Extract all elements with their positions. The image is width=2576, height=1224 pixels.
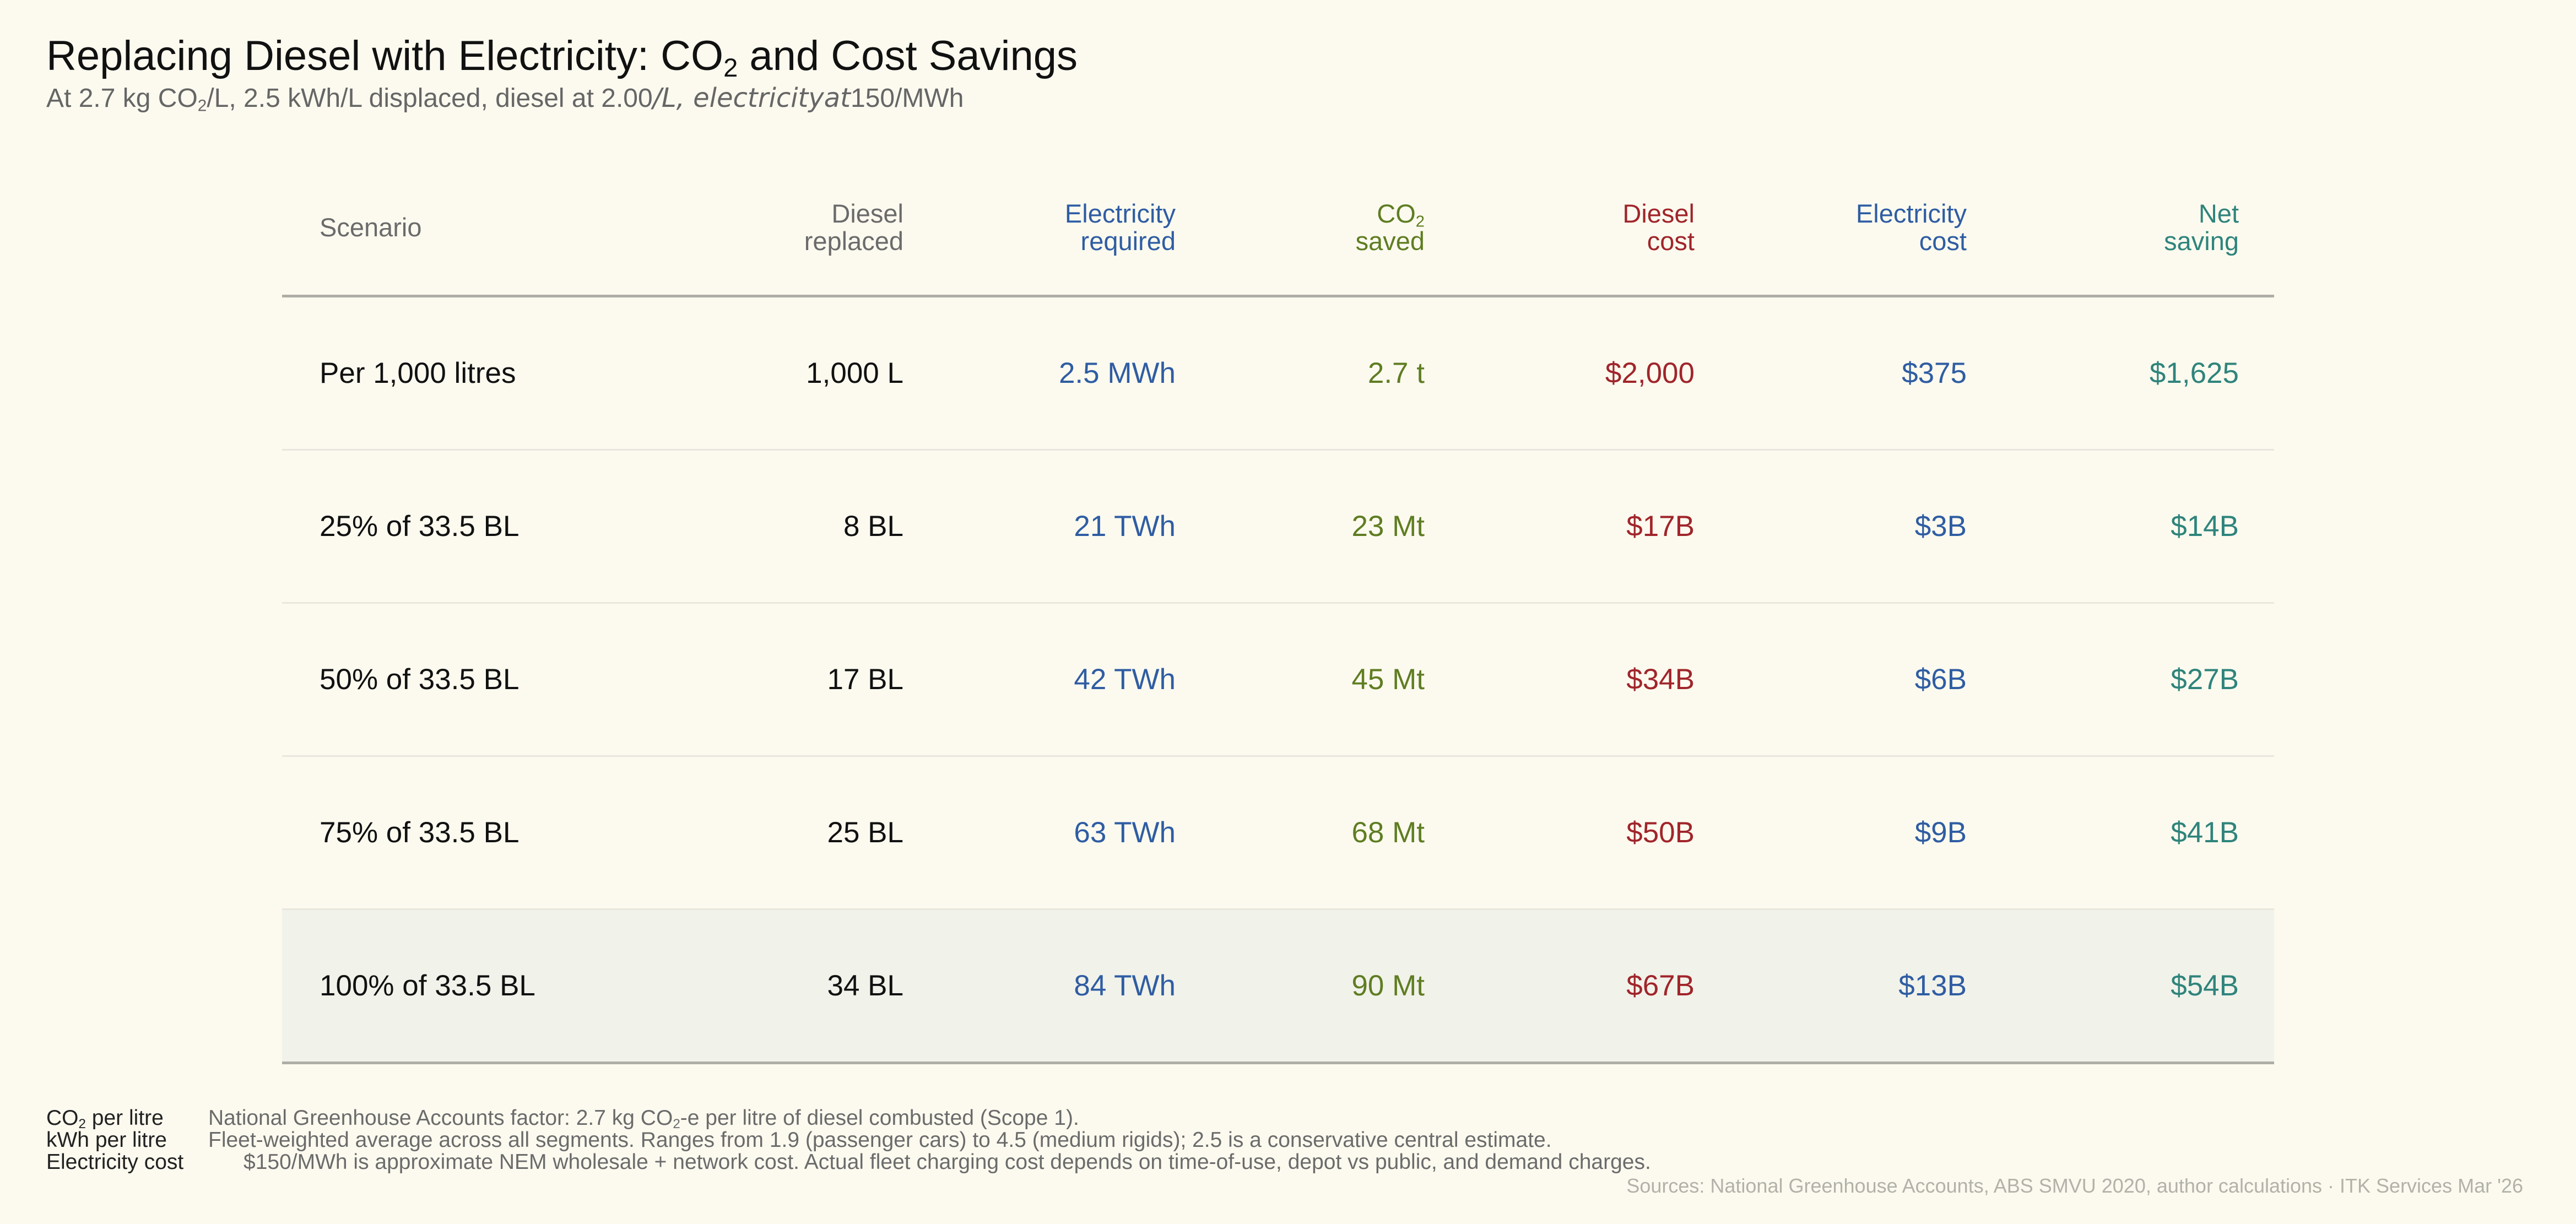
note-key: CO2 per litre [46, 1106, 164, 1132]
cell-scenario: Per 1,000 litres [320, 357, 516, 389]
note-value: $150/MWh is approximate NEM wholesale + … [243, 1150, 1651, 1174]
header-co2-saved: CO2 saved [1355, 198, 1425, 256]
cell-scenario: 50% of 33.5 BL [320, 663, 519, 696]
table-row: 75% of 33.5 BL 25 BL 63 TWh 68 Mt $50B $… [282, 757, 2274, 910]
page-title: Replacing Diesel with Electricity: CO2 a… [46, 33, 1078, 82]
cell-diesel-replaced: 8 BL [843, 510, 903, 543]
note-value: Fleet-weighted average across all segmen… [208, 1128, 1552, 1152]
header-diesel-replaced: Diesel replaced [804, 198, 903, 256]
header-diesel-cost: Diesel cost [1622, 198, 1695, 256]
cell-diesel-cost: $2,000 [1605, 357, 1695, 389]
cell-electricity-cost: $6B [1914, 663, 1967, 696]
footnotes: CO2 per litre National Greenhouse Accoun… [46, 1107, 1651, 1173]
cell-diesel-cost: $50B [1626, 816, 1695, 849]
table-row: Per 1,000 litres 1,000 L 2.5 MWh 2.7 t $… [282, 297, 2274, 451]
cell-electricity-cost: $13B [1898, 970, 1967, 1002]
cell-electricity-required: 42 TWh [1074, 663, 1176, 696]
cell-electricity-required: 21 TWh [1074, 510, 1176, 543]
note-kwh-per-litre: kWh per litre Fleet-weighted average acr… [46, 1129, 1651, 1151]
table-row: 25% of 33.5 BL 8 BL 21 TWh 23 Mt $17B $3… [282, 451, 2274, 604]
cell-diesel-cost: $67B [1626, 970, 1695, 1002]
cell-electricity-required: 84 TWh [1074, 970, 1176, 1002]
header-net-saving: Net saving [2164, 198, 2239, 256]
cell-scenario: 75% of 33.5 BL [320, 816, 519, 849]
cell-scenario: 25% of 33.5 BL [320, 510, 519, 543]
cell-electricity-cost: $375 [1902, 357, 1967, 389]
cell-net-saving: $27B [2171, 663, 2239, 696]
cell-diesel-replaced: 1,000 L [806, 357, 903, 389]
page-subtitle: At 2.7 kg CO2/L, 2.5 kWh/L displaced, di… [46, 83, 964, 115]
note-co2-per-litre: CO2 per litre National Greenhouse Accoun… [46, 1106, 1651, 1132]
cell-co2-saved: 2.7 t [1367, 357, 1425, 389]
cell-diesel-replaced: 25 BL [827, 816, 903, 849]
table-row: 50% of 33.5 BL 17 BL 42 TWh 45 Mt $34B $… [282, 604, 2274, 757]
cell-electricity-cost: $9B [1914, 816, 1967, 849]
note-key: kWh per litre [46, 1128, 167, 1152]
header-electricity-required: Electricity required [1064, 198, 1176, 256]
note-electricity-cost: Electricity cost $150/MWh is approximate… [46, 1151, 1651, 1173]
savings-table: Scenario Diesel replaced Electricity requi… [282, 160, 2274, 1064]
cell-scenario: 100% of 33.5 BL [320, 970, 535, 1002]
cell-diesel-cost: $34B [1626, 663, 1695, 696]
cell-diesel-replaced: 34 BL [827, 970, 903, 1002]
header-scenario: Scenario [320, 212, 422, 242]
cell-net-saving: $41B [2171, 816, 2239, 849]
cell-electricity-required: 2.5 MWh [1058, 357, 1176, 389]
cell-electricity-cost: $3B [1914, 510, 1967, 543]
note-key: Electricity cost [46, 1150, 184, 1174]
cell-co2-saved: 23 Mt [1351, 510, 1425, 543]
cell-co2-saved: 45 Mt [1351, 663, 1425, 696]
header-electricity-cost: Electricity cost [1855, 198, 1967, 256]
note-value: National Greenhouse Accounts factor: 2.7… [208, 1106, 1079, 1132]
cell-diesel-cost: $17B [1626, 510, 1695, 543]
cell-diesel-replaced: 17 BL [827, 663, 903, 696]
cell-net-saving: $14B [2171, 510, 2239, 543]
table-header-row: Scenario Diesel replaced Electricity requi… [282, 160, 2274, 297]
cell-electricity-required: 63 TWh [1074, 816, 1176, 849]
cell-co2-saved: 68 Mt [1351, 816, 1425, 849]
cell-net-saving: $1,625 [2149, 357, 2239, 389]
cell-net-saving: $54B [2171, 970, 2239, 1002]
cell-co2-saved: 90 Mt [1351, 970, 1425, 1002]
sources-credit: Sources: National Greenhouse Accounts, A… [1626, 1174, 2523, 1197]
table-row-highlighted: 100% of 33.5 BL 34 BL 84 TWh 90 Mt $67B … [282, 910, 2274, 1064]
